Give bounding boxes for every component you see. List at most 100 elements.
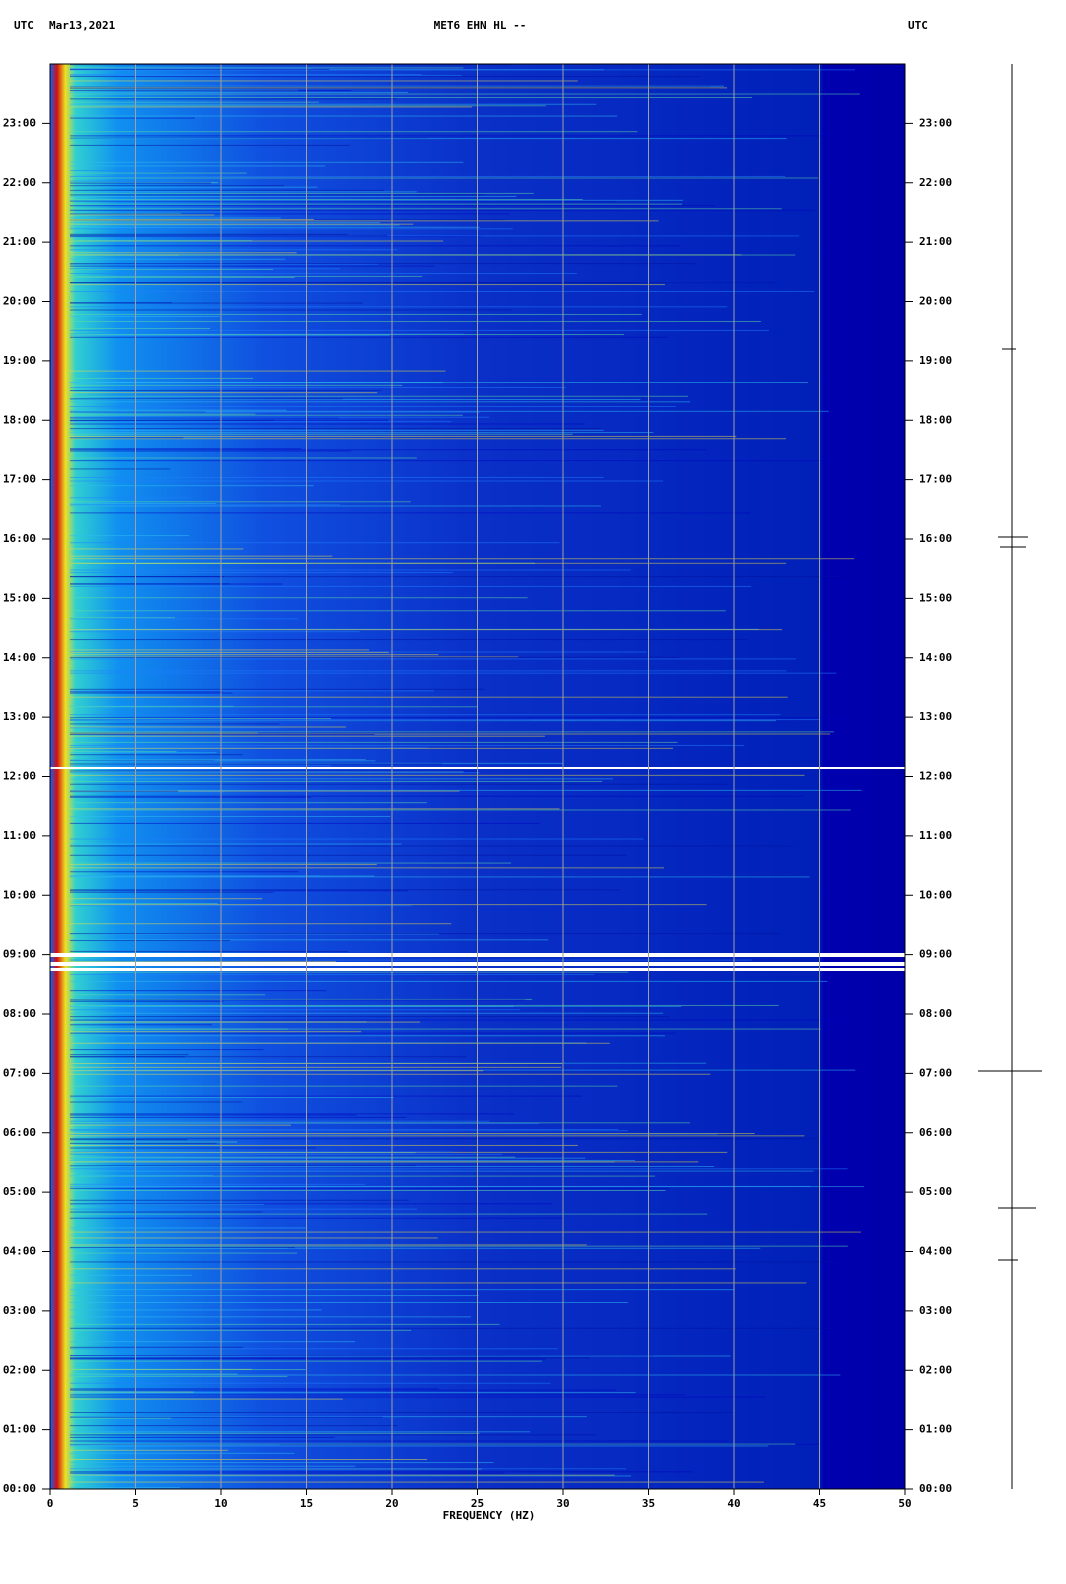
streak (70, 1024, 212, 1026)
streak (70, 808, 560, 810)
streak (70, 423, 585, 425)
streak (70, 639, 747, 641)
streak (70, 1049, 264, 1051)
streak (70, 1247, 295, 1249)
header-left: UTC (14, 19, 34, 32)
streak (70, 763, 442, 765)
streak (70, 1374, 841, 1376)
streak (70, 845, 793, 847)
streak (70, 1452, 295, 1454)
y-tick-label-left: 00:00 (3, 1482, 36, 1495)
streak (70, 1217, 563, 1219)
streak (70, 733, 375, 735)
streak (70, 1028, 821, 1030)
streak (70, 497, 191, 499)
y-tick-label-left: 17:00 (3, 473, 36, 486)
streak (70, 1142, 217, 1144)
y-tick-label-right: 12:00 (919, 770, 952, 783)
streak (70, 656, 680, 658)
y-tick-label-left: 09:00 (3, 948, 36, 961)
streak (70, 1268, 736, 1270)
streak (70, 718, 331, 720)
streak (70, 67, 464, 69)
y-tick-label-left: 21:00 (3, 235, 36, 248)
x-tick-label: 5 (132, 1497, 139, 1510)
streak (70, 618, 299, 620)
streak (70, 950, 349, 952)
streak (70, 175, 786, 177)
y-tick-label-right: 10:00 (919, 888, 952, 901)
streak (70, 64, 512, 66)
streak (70, 1471, 693, 1473)
streak (70, 631, 360, 633)
streak (70, 1199, 409, 1201)
streak (70, 1327, 834, 1329)
streak (70, 387, 566, 389)
streak (70, 254, 796, 256)
streak (70, 1130, 628, 1132)
streak (70, 1186, 864, 1188)
y-tick-label-left: 19:00 (3, 354, 36, 367)
y-tick-label-right: 21:00 (919, 235, 952, 248)
streak (70, 714, 781, 716)
y-tick-label-left: 12:00 (3, 770, 36, 783)
streak (70, 327, 211, 329)
streak (70, 161, 464, 163)
y-tick-label-right: 11:00 (919, 829, 952, 842)
streak (70, 185, 285, 187)
streak (70, 76, 700, 78)
streak (70, 448, 302, 450)
streak (70, 864, 377, 866)
streak (70, 871, 299, 873)
streak (70, 457, 417, 459)
streak (70, 572, 453, 574)
x-tick-label: 40 (727, 1497, 740, 1510)
streak (70, 843, 402, 845)
streak (70, 429, 604, 431)
streak (70, 263, 697, 265)
streak (70, 1382, 551, 1384)
streak (70, 1114, 357, 1116)
streak (70, 1016, 670, 1018)
streak (70, 1095, 582, 1097)
streak (70, 990, 327, 992)
y-tick-label-left: 16:00 (3, 532, 36, 545)
streak (70, 1295, 479, 1297)
streak (70, 1329, 412, 1331)
streak (70, 135, 828, 137)
streak (70, 1170, 814, 1172)
streak (70, 838, 644, 840)
streak (70, 309, 513, 311)
streak (70, 765, 331, 767)
streak (70, 93, 860, 95)
streak (70, 719, 532, 721)
streak (70, 432, 654, 434)
streak (70, 398, 641, 400)
streak (70, 731, 834, 733)
streak (70, 688, 485, 690)
streak (70, 780, 603, 782)
streak (70, 1159, 636, 1161)
streak (70, 240, 444, 242)
streak (70, 199, 583, 201)
streak (70, 923, 452, 925)
streak (70, 1021, 421, 1023)
streak (70, 213, 510, 215)
streak (70, 726, 346, 728)
streak (70, 672, 837, 674)
y-tick-label-right: 09:00 (919, 948, 952, 961)
streak (70, 398, 343, 400)
streak (70, 649, 370, 651)
streak (70, 1073, 711, 1075)
streak (70, 306, 728, 308)
streak (70, 165, 326, 167)
streak (70, 103, 597, 105)
streak (70, 209, 815, 211)
streak (70, 891, 274, 893)
streak (70, 1157, 586, 1159)
y-tick-label-right: 06:00 (919, 1126, 952, 1139)
streak (70, 191, 417, 193)
y-tick-label-right: 08:00 (919, 1007, 952, 1020)
streak (70, 1443, 796, 1445)
streak (70, 1289, 735, 1291)
